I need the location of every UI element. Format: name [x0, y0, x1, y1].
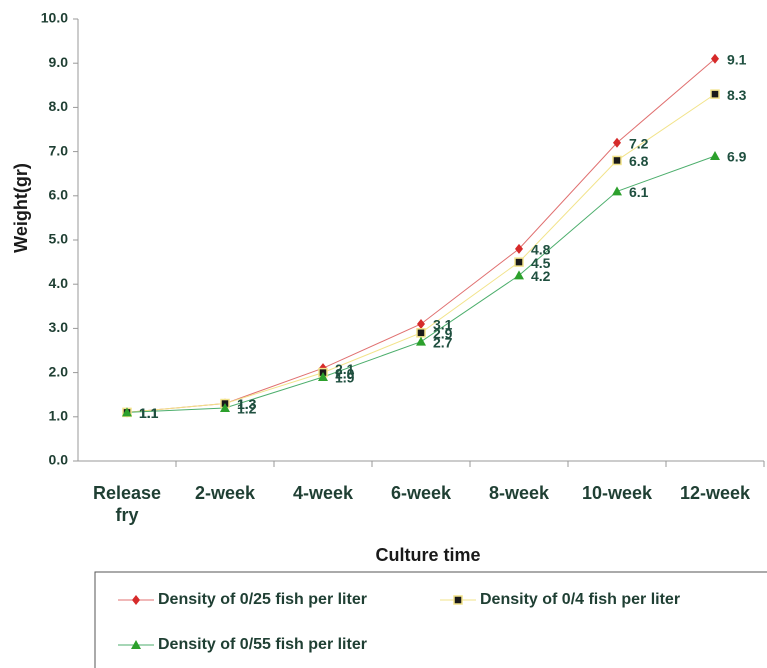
data-label: 1.1	[139, 405, 159, 421]
data-label: 2.9	[433, 326, 453, 342]
y-tick-label: 0.0	[49, 452, 69, 468]
data-label: 4.2	[531, 268, 551, 284]
marker	[122, 407, 132, 417]
marker	[514, 257, 524, 267]
x-tick-label: 10-week	[581, 483, 653, 503]
data-label: 6.9	[727, 149, 747, 165]
x-tick-label: 4-week	[292, 483, 354, 503]
y-tick-label: 1.0	[49, 408, 69, 424]
x-tick-label: Release fry	[92, 483, 162, 525]
data-label: 6.8	[629, 153, 649, 169]
data-label: 3.1	[433, 317, 453, 333]
y-tick-label: 5.0	[49, 231, 69, 247]
series-line	[126, 58, 716, 413]
y-tick-label: 8.0	[49, 98, 69, 114]
y-tick-label: 4.0	[49, 275, 69, 291]
marker	[416, 328, 426, 338]
marker	[612, 186, 622, 196]
legend-label: Density of 0/55 fish per liter	[158, 636, 367, 653]
legend-label: Density of 0/4 fish per liter	[480, 591, 680, 608]
y-tick-label: 7.0	[49, 142, 69, 158]
data-label: 1.3	[237, 396, 257, 412]
data-label: 6.1	[629, 184, 649, 200]
data-label: 2.0	[335, 365, 355, 381]
data-label: 7.2	[629, 135, 649, 151]
marker	[514, 270, 524, 280]
marker	[515, 243, 523, 254]
marker	[417, 318, 425, 329]
marker	[318, 372, 328, 382]
marker	[132, 595, 140, 605]
series-line	[126, 155, 716, 413]
marker	[131, 640, 141, 649]
data-label: 2.1	[335, 361, 355, 377]
marker	[711, 53, 719, 64]
marker	[612, 155, 622, 166]
marker	[710, 151, 720, 161]
marker	[613, 137, 621, 148]
x-tick-label: 6-week	[390, 483, 452, 503]
y-tick-label: 2.0	[49, 363, 69, 379]
marker	[453, 595, 463, 605]
y-tick-label: 3.0	[49, 319, 69, 335]
x-axis-title: Culture time	[375, 545, 480, 565]
data-label: 1.1	[139, 405, 159, 421]
x-tick-label: 8-week	[488, 483, 550, 503]
data-label: 1.9	[335, 370, 355, 386]
data-label: 1.2	[237, 401, 257, 417]
x-tick-label: 12-week	[679, 483, 751, 503]
marker	[710, 89, 720, 99]
marker	[220, 402, 230, 412]
data-label: 1.1	[139, 405, 159, 421]
legend-label: Density of 0/25 fish per liter	[158, 591, 367, 608]
marker	[416, 336, 426, 346]
y-axis-title: Weight(gr)	[11, 163, 31, 253]
data-label: 9.1	[727, 51, 747, 67]
data-label: 1.3	[237, 396, 257, 412]
data-label: 4.5	[531, 255, 551, 271]
y-tick-label: 6.0	[49, 187, 69, 203]
y-tick-label: 10.0	[41, 10, 68, 26]
data-label: 8.3	[727, 87, 747, 103]
y-tick-label: 9.0	[49, 54, 69, 70]
data-label: 2.7	[433, 334, 453, 350]
series-line	[126, 93, 716, 413]
legend-box	[94, 571, 767, 668]
data-label: 4.8	[531, 242, 551, 258]
x-tick-label: 2-week	[194, 483, 256, 503]
